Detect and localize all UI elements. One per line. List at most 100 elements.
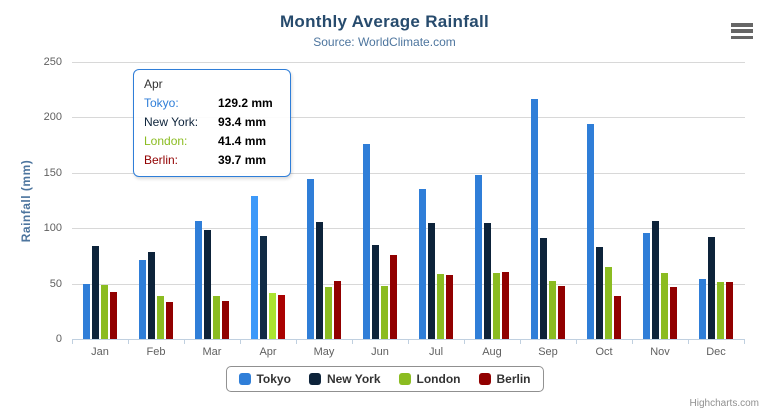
bar-new-york[interactable] <box>708 236 715 339</box>
tooltip-row: New York: 93.4 mm <box>144 113 280 132</box>
x-axis-tick <box>464 339 465 344</box>
bar-berlin[interactable] <box>166 302 173 339</box>
bar-group-sep <box>520 62 576 339</box>
legend-swatch <box>398 373 411 385</box>
y-axis-label: 50 <box>49 277 62 290</box>
bar-berlin[interactable] <box>726 282 733 339</box>
tooltip-series-label: London: <box>144 134 188 148</box>
x-axis-label: Nov <box>650 346 670 358</box>
bar-tokyo[interactable] <box>307 179 314 339</box>
bar-tokyo[interactable] <box>419 188 426 339</box>
bar-london[interactable] <box>101 284 108 339</box>
bar-new-york[interactable] <box>540 238 547 339</box>
legend-label: London <box>416 372 461 386</box>
bar-berlin[interactable] <box>222 300 229 339</box>
bar-group-jul <box>408 62 464 339</box>
bar-new-york[interactable] <box>484 223 491 339</box>
gridline <box>72 117 745 119</box>
x-axis-tick <box>128 339 129 344</box>
bar-new-york[interactable] <box>652 220 659 339</box>
bar-tokyo[interactable] <box>139 259 146 339</box>
x-axis-tick <box>240 339 241 344</box>
x-axis-label: Dec <box>706 346 726 358</box>
credits-link[interactable]: Highcharts.com <box>689 398 759 409</box>
x-axis-tick <box>520 339 521 344</box>
x-axis-tick <box>72 339 73 344</box>
bar-london[interactable] <box>157 296 164 339</box>
x-axis-tick <box>184 339 185 344</box>
bar-berlin[interactable] <box>110 292 117 339</box>
legend-swatch <box>238 373 251 385</box>
bar-new-york[interactable] <box>204 229 211 339</box>
bar-london[interactable] <box>269 293 276 339</box>
bar-london[interactable] <box>549 280 556 339</box>
bar-new-york[interactable] <box>92 246 99 339</box>
tooltip-value: 129.2 mm <box>218 96 273 110</box>
tooltip-value: 93.4 mm <box>218 115 267 129</box>
bar-berlin[interactable] <box>390 255 397 339</box>
tooltip-row: London: 41.4 mm <box>144 132 280 151</box>
bar-group-aug <box>464 62 520 339</box>
tooltip-row: Berlin: 39.7 mm <box>144 151 280 170</box>
x-axis-tick <box>296 339 297 344</box>
bar-new-york[interactable] <box>372 245 379 339</box>
legend-label: Berlin <box>496 372 531 386</box>
bar-london[interactable] <box>493 273 500 339</box>
bar-london[interactable] <box>381 285 388 339</box>
export-menu-button[interactable] <box>729 22 755 40</box>
bar-tokyo[interactable] <box>363 144 370 339</box>
bar-new-york[interactable] <box>148 251 155 339</box>
tooltip-series-label: Tokyo: <box>144 96 179 110</box>
x-axis-label: Feb <box>146 346 166 358</box>
bar-berlin[interactable] <box>558 286 565 339</box>
bar-group-jan <box>72 62 128 339</box>
tooltip-category: Apr <box>144 77 163 91</box>
x-axis-label: Apr <box>259 346 277 358</box>
bar-london[interactable] <box>213 295 220 339</box>
bar-london[interactable] <box>661 273 668 339</box>
bar-tokyo[interactable] <box>699 278 706 339</box>
bar-group-may <box>296 62 352 339</box>
legend: Tokyo New York London Berlin <box>225 366 544 392</box>
bar-tokyo[interactable] <box>251 195 258 339</box>
legend-item-tokyo[interactable]: Tokyo <box>238 372 291 386</box>
legend-item-berlin[interactable]: Berlin <box>478 372 531 386</box>
legend-item-new-york[interactable]: New York <box>308 372 381 386</box>
bar-london[interactable] <box>605 266 612 339</box>
x-axis-label: May <box>313 346 335 358</box>
bar-london[interactable] <box>717 282 724 339</box>
bar-group-oct <box>576 62 632 339</box>
x-axis-tick <box>576 339 577 344</box>
bar-new-york[interactable] <box>316 221 323 339</box>
bar-tokyo[interactable] <box>475 174 482 339</box>
bar-tokyo[interactable] <box>587 123 594 339</box>
bar-new-york[interactable] <box>428 222 435 339</box>
legend-item-london[interactable]: London <box>398 372 461 386</box>
tooltip: Apr Tokyo: 129.2 mm New York: 93.4 mm London… <box>133 69 291 177</box>
bar-tokyo[interactable] <box>643 233 650 339</box>
bar-berlin[interactable] <box>446 275 453 339</box>
bar-berlin[interactable] <box>670 287 677 339</box>
tooltip-value: 41.4 mm <box>218 134 267 148</box>
x-axis-label: Aug <box>482 346 502 358</box>
x-axis-label: Sep <box>538 346 558 358</box>
bar-new-york[interactable] <box>596 246 603 339</box>
bar-berlin[interactable] <box>614 295 621 339</box>
bar-berlin[interactable] <box>278 295 285 339</box>
bar-tokyo[interactable] <box>83 283 90 339</box>
bar-group-dec <box>688 62 744 339</box>
bar-berlin[interactable] <box>502 272 509 339</box>
y-axis-label: 250 <box>43 56 62 68</box>
bar-new-york[interactable] <box>260 235 267 339</box>
x-axis-label: Jun <box>371 346 389 358</box>
bar-london[interactable] <box>325 286 332 339</box>
gridline <box>72 62 745 63</box>
x-axis-label: Oct <box>595 346 613 358</box>
bar-group-nov <box>632 62 688 339</box>
bar-tokyo[interactable] <box>195 221 202 339</box>
bar-tokyo[interactable] <box>531 99 538 339</box>
bar-london[interactable] <box>437 273 444 339</box>
bar-berlin[interactable] <box>334 280 341 339</box>
